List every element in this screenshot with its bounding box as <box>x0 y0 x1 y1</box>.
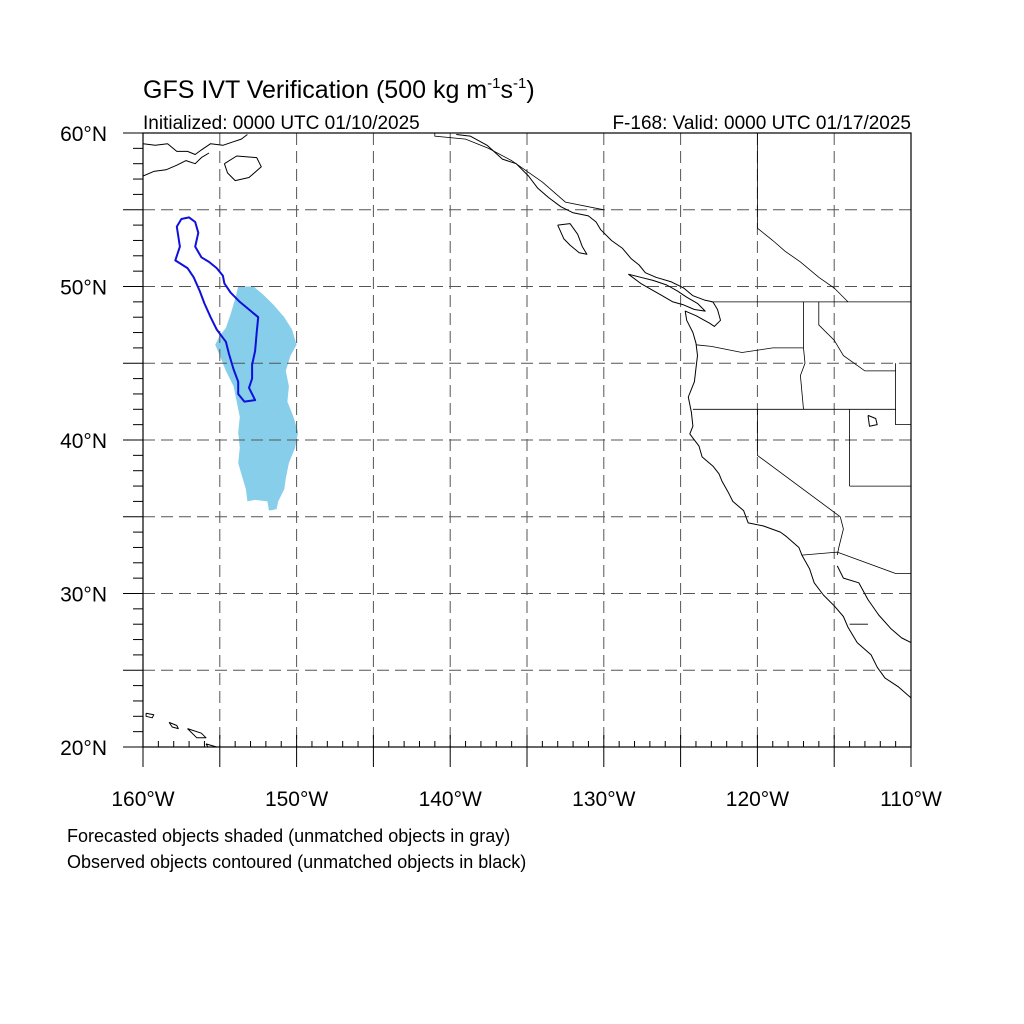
map-title: GFS IVT Verification (500 kg m-1s-1) <box>143 75 535 104</box>
haida-gwaii <box>557 223 588 255</box>
lat-tick-label: 50°N <box>60 277 107 300</box>
coastlines-layer <box>143 134 911 747</box>
observed-ivt-object <box>174 216 260 403</box>
bc-alberta-border <box>757 133 849 303</box>
init-time-label: Initialized: 0000 UTC 01/10/2025 <box>143 113 420 134</box>
hawaii-oahu <box>168 721 179 730</box>
az-ca-border <box>836 516 844 556</box>
vancouver-island <box>628 273 706 312</box>
wa-or-border <box>695 344 804 353</box>
kodiak-island <box>223 155 262 182</box>
valid-time-label: F-168: Valid: 0000 UTC 01/17/2025 <box>612 113 911 134</box>
map-frame <box>142 132 912 748</box>
observed-objects-layer <box>174 216 260 403</box>
axis-ticks <box>123 132 912 767</box>
lat-lon-gridlines <box>143 133 911 747</box>
ca-nv-border <box>757 409 841 518</box>
alaska-peninsula <box>143 152 210 177</box>
gulf-of-california-east <box>836 565 911 644</box>
lat-tick-label: 60°N <box>60 123 107 146</box>
us-west-coast <box>684 301 911 699</box>
lon-tick-label: 130°W <box>572 788 635 811</box>
lon-tick-label: 150°W <box>265 788 328 811</box>
longitude-labels: 160°W 150°W 140°W 130°W 120°W 110°W <box>111 788 942 811</box>
great-salt-lake <box>867 414 878 427</box>
lon-tick-label: 120°W <box>726 788 789 811</box>
map-plot-area <box>143 133 911 747</box>
lon-tick-label: 160°W <box>111 788 174 811</box>
lon-tick-label: 110°W <box>880 788 942 811</box>
or-id-border <box>799 347 806 410</box>
political-borders-layer <box>434 133 911 625</box>
forecast-ivt-object <box>215 286 299 511</box>
forecast-objects-layer <box>215 286 299 511</box>
gulf-of-alaska-coast <box>456 134 714 303</box>
hawaii-islands <box>145 712 155 719</box>
observed-legend-note: Observed objects contoured (unmatched ob… <box>67 852 527 872</box>
us-mexico-border <box>801 551 911 574</box>
alaska-coast <box>143 134 248 155</box>
lat-tick-label: 20°N <box>60 737 107 760</box>
hawaii-maui <box>187 728 207 739</box>
hawaii-big-island <box>205 743 218 747</box>
alaska-canada-border <box>434 133 604 211</box>
lat-tick-label: 30°N <box>60 584 107 607</box>
wy-border <box>895 363 911 426</box>
latitude-labels: 60°N 50°N 40°N 30°N 20°N <box>60 123 107 760</box>
id-mt-border <box>818 301 896 372</box>
lat-tick-label: 40°N <box>60 430 107 453</box>
forecast-legend-note: Forecasted objects shaded (unmatched obj… <box>67 826 511 846</box>
lon-tick-label: 140°W <box>419 788 482 811</box>
